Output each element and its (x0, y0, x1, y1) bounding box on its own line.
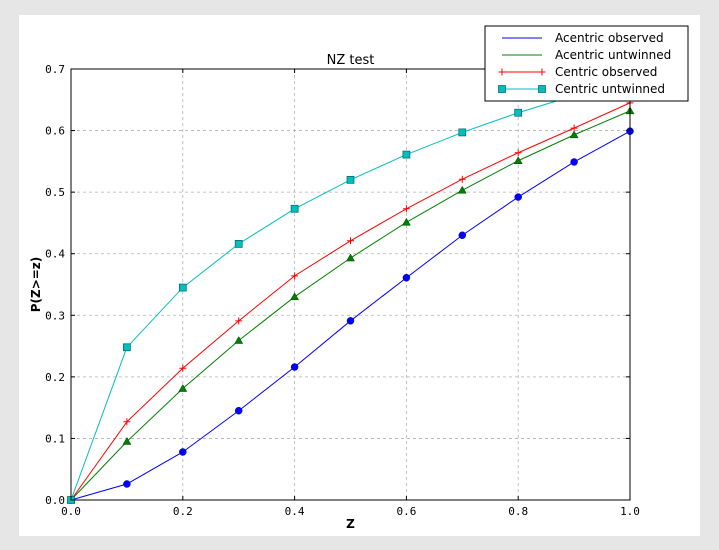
legend-label: Centric observed (555, 65, 657, 79)
x-tick-label: 0.6 (396, 505, 416, 518)
data-point-acentric-observed (179, 448, 187, 456)
x-tick-label: 0.2 (173, 505, 193, 518)
data-point-acentric-untwinned (513, 156, 523, 164)
legend-label: Acentric observed (555, 31, 664, 45)
y-axis-label: P(Z>=z) (29, 257, 43, 313)
data-point-acentric-observed (290, 363, 299, 371)
x-tick-label: 1.0 (620, 505, 640, 518)
legend-marker (498, 68, 506, 76)
data-point-acentric-observed (234, 406, 243, 415)
data-point-centric-observed (458, 175, 466, 183)
data-point-centric-observed (235, 317, 243, 325)
y-tick-label: 0.2 (45, 371, 65, 384)
y-tick-label: 0.5 (45, 186, 65, 199)
data-point-acentric-untwinned (569, 130, 579, 139)
data-point-centric-observed (514, 149, 522, 157)
x-axis-label: Z (346, 517, 355, 531)
data-point-acentric-observed (402, 273, 411, 282)
y-tick-label: 0.7 (45, 63, 65, 76)
data-point-acentric-observed (514, 193, 522, 201)
data-point-centric-observed (291, 272, 299, 280)
data-point-acentric-untwinned (234, 336, 244, 344)
y-tick-label: 0.4 (45, 248, 65, 261)
data-point-centric-observed (402, 205, 410, 213)
data-point-centric-untwinned (290, 204, 299, 213)
plot-frame (70, 68, 631, 501)
data-point-centric-untwinned (346, 175, 355, 184)
y-tick-label: 0.3 (45, 309, 65, 322)
data-point-acentric-observed (123, 480, 131, 488)
data-point-centric-observed (179, 364, 187, 372)
data-point-acentric-untwinned (178, 384, 188, 392)
data-point-acentric-untwinned (290, 292, 300, 301)
legend-marker (498, 85, 506, 93)
data-point-centric-observed (123, 418, 131, 426)
data-point-acentric-observed (346, 317, 355, 325)
data-point-acentric-untwinned (401, 217, 411, 226)
data-point-acentric-observed (570, 158, 578, 166)
data-point-centric-observed (347, 237, 354, 245)
legend-label: Centric untwinned (555, 82, 665, 96)
x-tick-label: 0.0 (61, 505, 81, 518)
y-tick-label: 0.6 (45, 125, 65, 138)
data-point-acentric-observed (458, 231, 467, 239)
x-tick-label: 0.4 (285, 505, 305, 518)
legend-marker (538, 85, 546, 93)
data-point-centric-untwinned (458, 128, 467, 137)
legend-label: Acentric untwinned (555, 48, 671, 62)
data-point-acentric-untwinned (457, 185, 467, 194)
legend-marker (538, 68, 546, 76)
data-point-centric-untwinned (514, 108, 523, 117)
data-point-acentric-untwinned (122, 437, 132, 445)
plot-area (71, 69, 630, 500)
data-point-acentric-untwinned (346, 253, 355, 262)
chart-title: NZ test (327, 53, 375, 68)
x-tick-label: 0.8 (508, 505, 528, 518)
data-point-centric-untwinned (178, 283, 187, 292)
data-point-centric-untwinned (123, 343, 131, 352)
data-point-centric-observed (570, 124, 578, 132)
y-tick-label: 0.0 (45, 494, 65, 507)
data-point-centric-untwinned (402, 150, 411, 159)
data-point-centric-untwinned (234, 240, 243, 248)
y-tick-label: 0.1 (45, 432, 65, 445)
